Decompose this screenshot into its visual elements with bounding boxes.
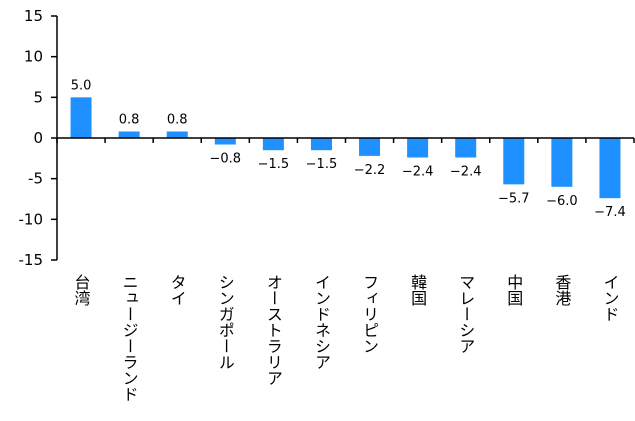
bar [214, 138, 236, 145]
category-label: 中国 [504, 274, 523, 306]
category-label: フィリピン [360, 274, 379, 354]
data-label: −7.4 [594, 205, 626, 220]
bar [455, 138, 477, 158]
bar [70, 97, 92, 138]
data-label: 5.0 [71, 78, 92, 93]
y-tick-label: 10 [24, 48, 43, 66]
y-tick-label: 15 [24, 7, 43, 25]
y-tick-label: -15 [19, 251, 44, 269]
x-axis [56, 137, 635, 143]
bars [70, 97, 621, 199]
bar [599, 138, 621, 199]
data-label: −2.4 [450, 165, 482, 180]
bar [166, 131, 188, 138]
y-tick-label: 0 [33, 129, 43, 147]
y-tick-label: -10 [19, 210, 44, 228]
bar [551, 138, 573, 187]
y-axis: 15 10 5 0 -5 -10 -15 [19, 7, 58, 269]
data-labels: 5.0 0.8 0.8 −0.8 −1.5 −1.5 −2.2 −2.4 −2.4 −5.7 −6.… [71, 78, 626, 220]
y-tick-label: -5 [28, 170, 43, 188]
y-tick-label: 5 [33, 88, 43, 106]
bar [310, 138, 332, 151]
bar [503, 138, 525, 185]
data-label: −1.5 [306, 157, 338, 172]
data-label: 0.8 [167, 112, 188, 127]
category-label: 台湾 [72, 274, 91, 306]
category-label: タイ [168, 274, 187, 306]
data-label: −1.5 [258, 157, 290, 172]
category-labels: 台湾 ニュージーランド タイ シンガポール オーストラリア インドネシア フィリピン 韓国 マレ… [72, 274, 620, 402]
category-label: ニュージーランド [120, 274, 139, 402]
data-label: −5.7 [498, 191, 530, 206]
data-label: −6.0 [546, 194, 578, 209]
category-label: インドネシア [312, 274, 331, 370]
data-label: −2.4 [402, 165, 434, 180]
category-label: インド [600, 274, 619, 322]
category-label: シンガポール [216, 274, 235, 370]
category-label: 香港 [552, 274, 571, 306]
bar [359, 138, 381, 156]
category-label: オーストラリア [264, 274, 283, 386]
data-label: −0.8 [210, 152, 242, 167]
data-label: 0.8 [119, 112, 140, 127]
category-label: 韓国 [408, 274, 427, 306]
bar [118, 131, 140, 138]
data-label: −2.2 [354, 163, 386, 178]
bar [262, 138, 284, 151]
bar [407, 138, 429, 158]
category-label: マレーシア [456, 274, 475, 354]
